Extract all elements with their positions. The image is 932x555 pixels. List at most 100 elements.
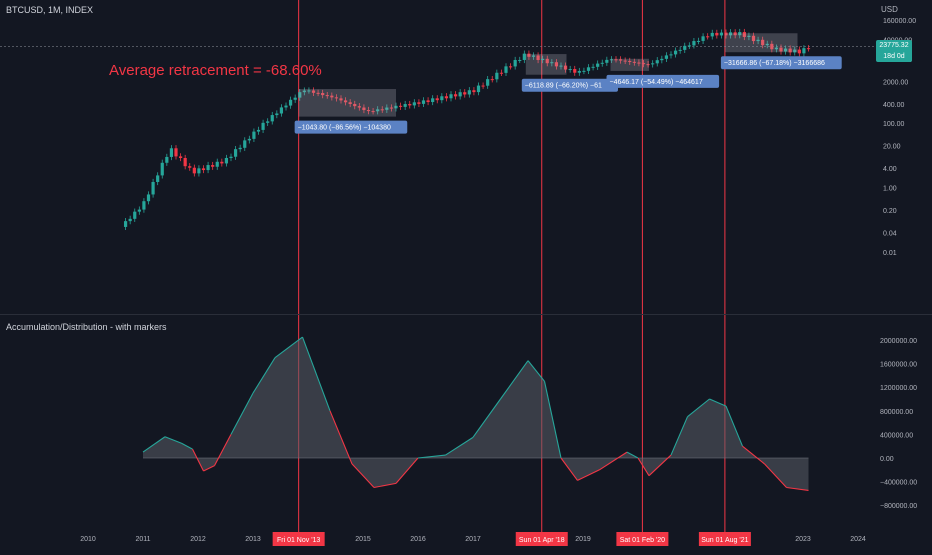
retracement-label: −4646.17 (−54.49%) −464617 [610, 79, 703, 86]
ad-axis-tick: 1600000.00 [880, 362, 917, 369]
ad-line-segment [203, 465, 215, 472]
last-price-countdown: 18d 0d [883, 53, 905, 60]
candle-body [531, 55, 536, 57]
indicator-title[interactable]: Accumulation/Distribution - with markers [6, 322, 167, 332]
ad-line-segment [742, 445, 765, 465]
last-price-tag: 23775.32 18d 0d [876, 40, 912, 62]
candle-body [522, 53, 526, 60]
candle-body [133, 211, 137, 219]
candle-body [261, 122, 265, 130]
ad-line-segment [527, 360, 545, 382]
ad-line-segment [670, 416, 689, 456]
ad-line-segment [252, 357, 276, 394]
candle-body [412, 102, 416, 106]
candle-body [334, 97, 339, 99]
ad-line-segment [764, 463, 787, 488]
candle-body [426, 100, 430, 103]
ad-line-segment [417, 454, 446, 459]
candle-body [357, 106, 361, 108]
candle-body [747, 35, 751, 37]
marker-date-label: Sun 01 Aug '21 [701, 537, 748, 544]
marker-date-label: Fri 01 Nov '13 [277, 537, 320, 544]
retracement-label: −6118.89 (−66.20%) −61 [525, 83, 602, 90]
candle-body [398, 105, 403, 107]
candle-body [252, 131, 256, 139]
candle-body [321, 93, 325, 96]
candle-body [389, 107, 394, 109]
candle-body [536, 55, 540, 61]
marker-date-label: Sun 01 Apr '18 [519, 537, 565, 544]
time-axis-tick: 2024 [850, 536, 866, 543]
candle-body [715, 32, 719, 36]
ad-axis-tick: 400000.00 [880, 432, 913, 439]
candle-body [284, 105, 288, 108]
candle-body [293, 97, 297, 100]
candle-body [554, 62, 559, 67]
candle-body [128, 218, 132, 222]
candle-body [490, 79, 494, 81]
candle-body [793, 49, 797, 53]
retracement-label-box [521, 78, 618, 92]
marker-date-box [616, 532, 669, 546]
candle-body [188, 166, 192, 168]
retracement-box [298, 89, 396, 117]
candle-body [701, 36, 705, 41]
time-axis-tick: 2010 [80, 536, 96, 543]
candle-body [247, 138, 251, 141]
candle-body [472, 90, 476, 93]
ad-line-segment [329, 410, 353, 465]
candle-body [641, 63, 646, 65]
candle-body [233, 149, 238, 157]
ad-line-segment [599, 451, 628, 471]
candle-body [499, 72, 504, 74]
time-axis-tick: 2012 [190, 536, 206, 543]
candle-body [192, 167, 196, 174]
candle-body [683, 45, 687, 50]
candle-body [783, 48, 788, 52]
candle-body [706, 36, 710, 38]
ad-line-segment [274, 336, 303, 359]
candle-body [774, 47, 779, 50]
candle-body [220, 161, 224, 164]
candle-body [696, 40, 701, 42]
candle-body [311, 90, 316, 93]
ad-line-segment [543, 381, 562, 459]
symbol-title[interactable]: BTCUSD, 1M, INDEX [6, 5, 94, 15]
candle-body [687, 45, 691, 47]
candle-body [568, 69, 572, 71]
candle-body [431, 98, 435, 103]
candle-body [362, 107, 366, 111]
candle-body [582, 70, 586, 72]
candle-body [573, 69, 577, 73]
candle-body [591, 66, 595, 68]
ad-line-segment [500, 360, 529, 400]
candle-body [504, 66, 508, 73]
candle-body [224, 157, 229, 164]
candle-body [243, 140, 247, 148]
ad-line-segment [577, 469, 600, 481]
candle-body [724, 32, 728, 36]
candle-body [165, 156, 169, 163]
candle-body [541, 58, 545, 61]
candle-body [137, 209, 141, 212]
ad-axis-tick: 2000000.00 [880, 338, 917, 345]
time-axis-tick: 2013 [245, 536, 261, 543]
candle-body [481, 85, 485, 87]
candle-body [508, 66, 513, 68]
price-axis-tick: 0.04 [883, 231, 897, 238]
candle-body [586, 67, 591, 71]
candle-body [637, 62, 641, 64]
candle-body [678, 49, 682, 51]
ad-axis-tick: −800000.00 [880, 503, 917, 510]
candle-body [444, 96, 449, 99]
candle-body [765, 43, 769, 46]
candle-body [770, 43, 774, 50]
candle-body [719, 32, 724, 36]
candle-body [559, 65, 563, 67]
marker-date-label: Sat 01 Feb '20 [620, 537, 665, 544]
marker-date-box [698, 532, 751, 546]
candle-body [421, 100, 426, 104]
candle-body [366, 110, 371, 112]
candle-body [215, 161, 219, 167]
